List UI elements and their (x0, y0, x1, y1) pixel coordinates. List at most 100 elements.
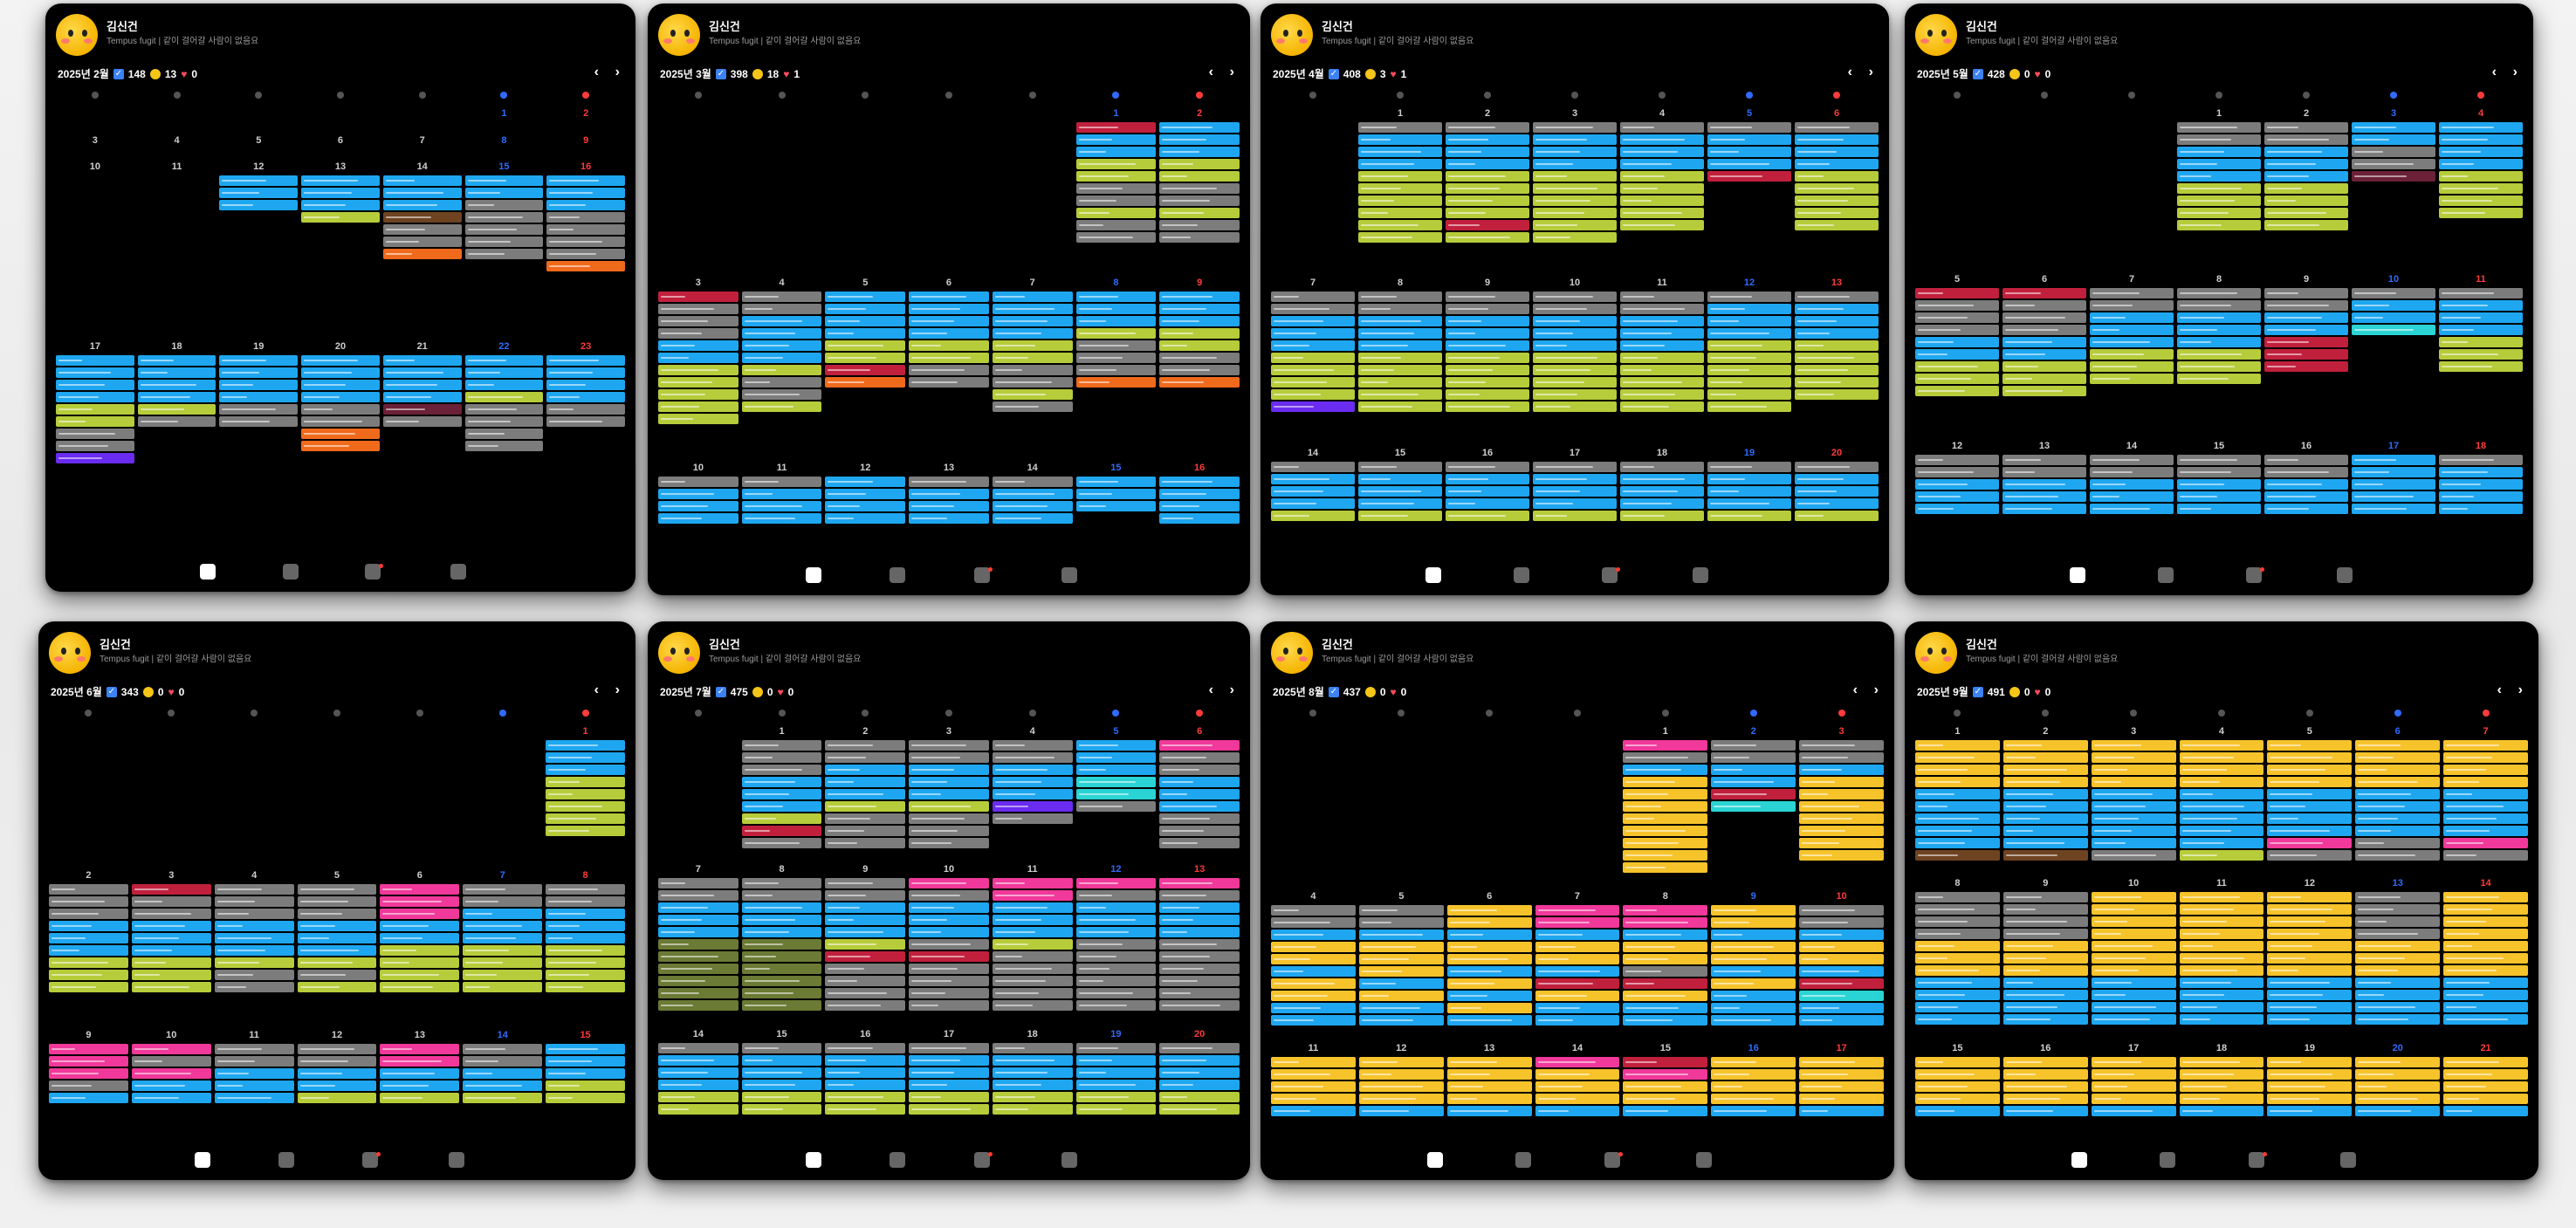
event-block[interactable] (1915, 288, 1999, 299)
event-block[interactable] (1159, 512, 1240, 524)
day-cell[interactable]: 11 (136, 160, 218, 339)
event-block[interactable] (1159, 1067, 1240, 1079)
day-cell[interactable]: 2 (545, 106, 627, 134)
event-block[interactable] (1707, 328, 1791, 340)
event-block[interactable] (1799, 990, 1884, 1001)
event-block[interactable] (2439, 491, 2523, 502)
event-block[interactable] (2352, 171, 2435, 182)
day-cell[interactable]: 8 (1621, 889, 1709, 1041)
event-block[interactable] (825, 988, 906, 999)
event-block[interactable] (49, 909, 128, 920)
day-cell[interactable]: 8 (464, 134, 546, 161)
event-block[interactable] (2264, 171, 2348, 182)
day-cell[interactable]: 6 (378, 868, 461, 1028)
day-cell[interactable] (907, 106, 991, 276)
day-cell[interactable]: 1 (1621, 724, 1709, 889)
event-block[interactable] (741, 878, 822, 889)
event-block[interactable] (1915, 989, 2000, 1000)
event-block[interactable] (2179, 940, 2264, 951)
day-cell[interactable] (381, 106, 464, 134)
event-block[interactable] (1271, 510, 1355, 521)
event-block[interactable] (1446, 147, 1529, 157)
event-block[interactable] (1446, 510, 1529, 521)
event-block[interactable] (1533, 183, 1617, 194)
event-block[interactable] (546, 175, 625, 187)
event-block[interactable] (49, 945, 128, 957)
event-block[interactable] (382, 212, 462, 223)
event-block[interactable] (2439, 147, 2523, 157)
event-block[interactable] (825, 328, 906, 340)
event-block[interactable] (992, 915, 1073, 926)
event-block[interactable] (1711, 904, 1796, 916)
day-cell[interactable] (823, 106, 907, 276)
day-cell[interactable] (1357, 724, 1446, 889)
day-cell[interactable]: 14 (381, 160, 464, 339)
day-cell[interactable]: 9 (823, 862, 907, 1027)
event-block[interactable] (992, 878, 1073, 889)
event-block[interactable] (2177, 208, 2261, 218)
event-block[interactable] (909, 777, 989, 787)
event-block[interactable] (2443, 740, 2528, 751)
event-block[interactable] (658, 353, 738, 364)
event-block[interactable] (2091, 777, 2176, 787)
event-block[interactable] (546, 884, 625, 895)
event-block[interactable] (1271, 292, 1355, 303)
event-block[interactable] (2355, 801, 2441, 812)
event-block[interactable] (1535, 953, 1620, 964)
event-block[interactable] (1358, 220, 1442, 230)
event-block[interactable] (2443, 765, 2528, 775)
event-block[interactable] (1623, 965, 1708, 977)
event-block[interactable] (825, 902, 906, 914)
event-block[interactable] (546, 379, 625, 390)
event-block[interactable] (1075, 328, 1157, 340)
event-block[interactable] (909, 1092, 989, 1103)
event-block[interactable] (909, 1055, 989, 1067)
event-block[interactable] (1159, 208, 1240, 218)
event-block[interactable] (49, 921, 128, 932)
event-block[interactable] (2355, 916, 2441, 927)
event-block[interactable] (56, 379, 134, 390)
event-block[interactable] (463, 1080, 543, 1091)
event-block[interactable] (1623, 941, 1708, 952)
tab-item[interactable] (176, 1152, 229, 1171)
event-block[interactable] (546, 403, 625, 415)
event-block[interactable] (909, 789, 989, 799)
event-block[interactable] (2179, 964, 2264, 976)
event-block[interactable] (825, 976, 906, 987)
event-block[interactable] (1075, 122, 1157, 133)
event-block[interactable] (909, 939, 989, 950)
event-block[interactable] (463, 921, 543, 932)
chevron-left-icon[interactable]: ‹ (1208, 683, 1213, 697)
day-cell[interactable]: 4 (2178, 724, 2266, 876)
event-block[interactable] (2267, 940, 2353, 951)
event-block[interactable] (992, 1067, 1073, 1079)
event-block[interactable] (2002, 300, 2086, 312)
event-block[interactable] (2179, 903, 2264, 915)
tab-item[interactable] (432, 564, 484, 583)
event-block[interactable] (2091, 903, 2176, 915)
event-block[interactable] (1623, 1056, 1708, 1067)
event-block[interactable] (2355, 1081, 2441, 1092)
event-block[interactable] (1620, 159, 1704, 169)
event-block[interactable] (546, 212, 625, 223)
event-block[interactable] (1271, 377, 1355, 388)
event-block[interactable] (2002, 491, 2086, 502)
event-block[interactable] (1620, 122, 1704, 133)
event-block[interactable] (825, 789, 906, 799)
tab-item[interactable] (1674, 567, 1727, 587)
event-block[interactable] (992, 316, 1073, 327)
event-block[interactable] (1623, 929, 1708, 940)
event-block[interactable] (2002, 891, 2088, 902)
day-cell[interactable]: 17 (2090, 1041, 2178, 1126)
event-block[interactable] (1271, 1014, 1356, 1026)
event-block[interactable] (1446, 1068, 1532, 1080)
event-block[interactable] (1358, 171, 1442, 182)
event-block[interactable] (741, 752, 822, 763)
day-cell[interactable]: 12 (1357, 1041, 1446, 1126)
event-block[interactable] (1358, 389, 1442, 401)
day-cell[interactable]: 15 (1621, 1041, 1709, 1126)
event-block[interactable] (1446, 220, 1529, 230)
event-block[interactable] (825, 1067, 906, 1079)
event-block[interactable] (2439, 503, 2523, 514)
event-block[interactable] (1271, 401, 1355, 413)
